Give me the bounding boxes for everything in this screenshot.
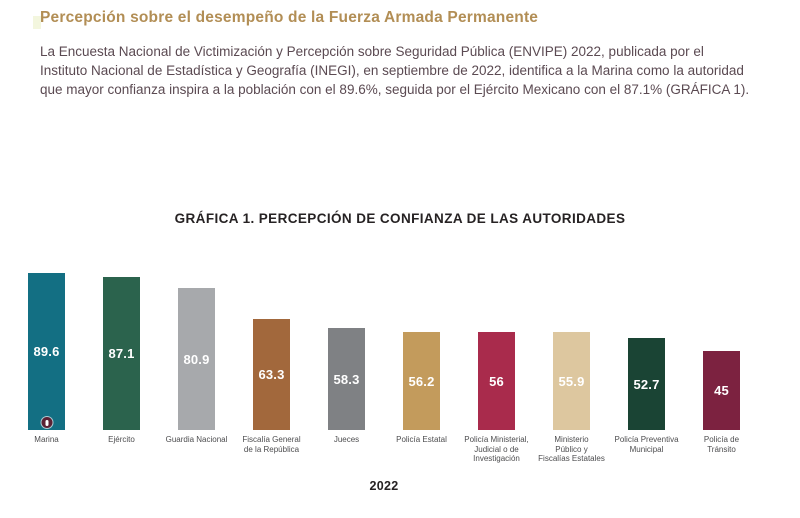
bar-column: 56 — [459, 273, 534, 430]
bar-column: 58.3 — [309, 273, 384, 430]
category-label: Policía Preventiva Municipal — [614, 435, 679, 454]
bar-value-label: 56 — [489, 373, 504, 389]
bar-column: 80.9 — [159, 273, 234, 430]
page-title: Percepción sobre el desempeño de la Fuer… — [40, 9, 539, 26]
bar-column: 55.9 — [534, 273, 609, 430]
category-label: Guardia Nacional — [165, 435, 228, 444]
bar-2: 87.1 — [103, 277, 140, 430]
x-axis-labels: Marina Ejército Guardia Nacional Fiscalía G… — [9, 435, 759, 469]
bar-4: 63.3 — [253, 319, 290, 430]
pause-icon — [41, 417, 52, 428]
bar-column: 89.6 — [9, 273, 84, 430]
category-label: Ministerio Público y Fiscalías Estatales — [538, 435, 605, 463]
bar-10: 45 — [703, 351, 740, 430]
bar-8: 55.9 — [553, 332, 590, 430]
bar-5: 58.3 — [328, 328, 365, 430]
bar-chart: 89.6 87.1 80.9 63.3 58.3 56.2 56 55.9 52.7 45 Mar… — [9, 273, 759, 469]
category-label: Fiscalía General de la República — [242, 435, 301, 454]
bar-column: 45 — [684, 273, 759, 430]
bar-value-label: 80.9 — [183, 351, 210, 367]
pause-icon-bar — [45, 419, 48, 426]
bar-value-label: 52.7 — [633, 376, 660, 392]
bar-value-label: 87.1 — [108, 346, 135, 361]
bars-row: 89.6 87.1 80.9 63.3 58.3 56.2 56 55.9 52.7 45 — [9, 273, 759, 430]
bar-3: 80.9 — [178, 288, 215, 430]
bar-7: 56 — [478, 332, 515, 430]
bar-value-label: 63.3 — [258, 367, 285, 382]
category-label: Marina — [34, 435, 59, 444]
bar-value-label: 55.9 — [558, 373, 585, 389]
intro-paragraph: La Encuesta Nacional de Victimización y … — [40, 44, 750, 97]
bar-value-label: 58.3 — [333, 371, 360, 387]
bar-6: 56.2 — [403, 332, 440, 430]
bar-column: 63.3 — [234, 273, 309, 430]
bar-column: 87.1 — [84, 273, 159, 430]
x-axis-year-label: 2022 — [369, 479, 399, 493]
bar-9: 52.7 — [628, 338, 665, 430]
category-label: Jueces — [333, 435, 360, 444]
corner-mark — [33, 16, 41, 29]
category-label: Policía Estatal — [396, 435, 447, 444]
category-label: Ejército — [108, 435, 135, 444]
bar-value-label: 56.2 — [408, 373, 435, 389]
bar-1: 89.6 — [28, 273, 65, 430]
category-label: Policía de Tránsito — [703, 435, 740, 454]
bar-column: 56.2 — [384, 273, 459, 430]
category-label: Policía Ministerial, Judicial o de Inves… — [464, 435, 529, 463]
bar-value-label: 89.6 — [33, 344, 60, 359]
bar-column: 52.7 — [609, 273, 684, 430]
bar-value-label: 45 — [714, 383, 729, 398]
chart-title: GRÁFICA 1. PERCEPCIÓN DE CONFIANZA DE LA… — [174, 211, 626, 226]
